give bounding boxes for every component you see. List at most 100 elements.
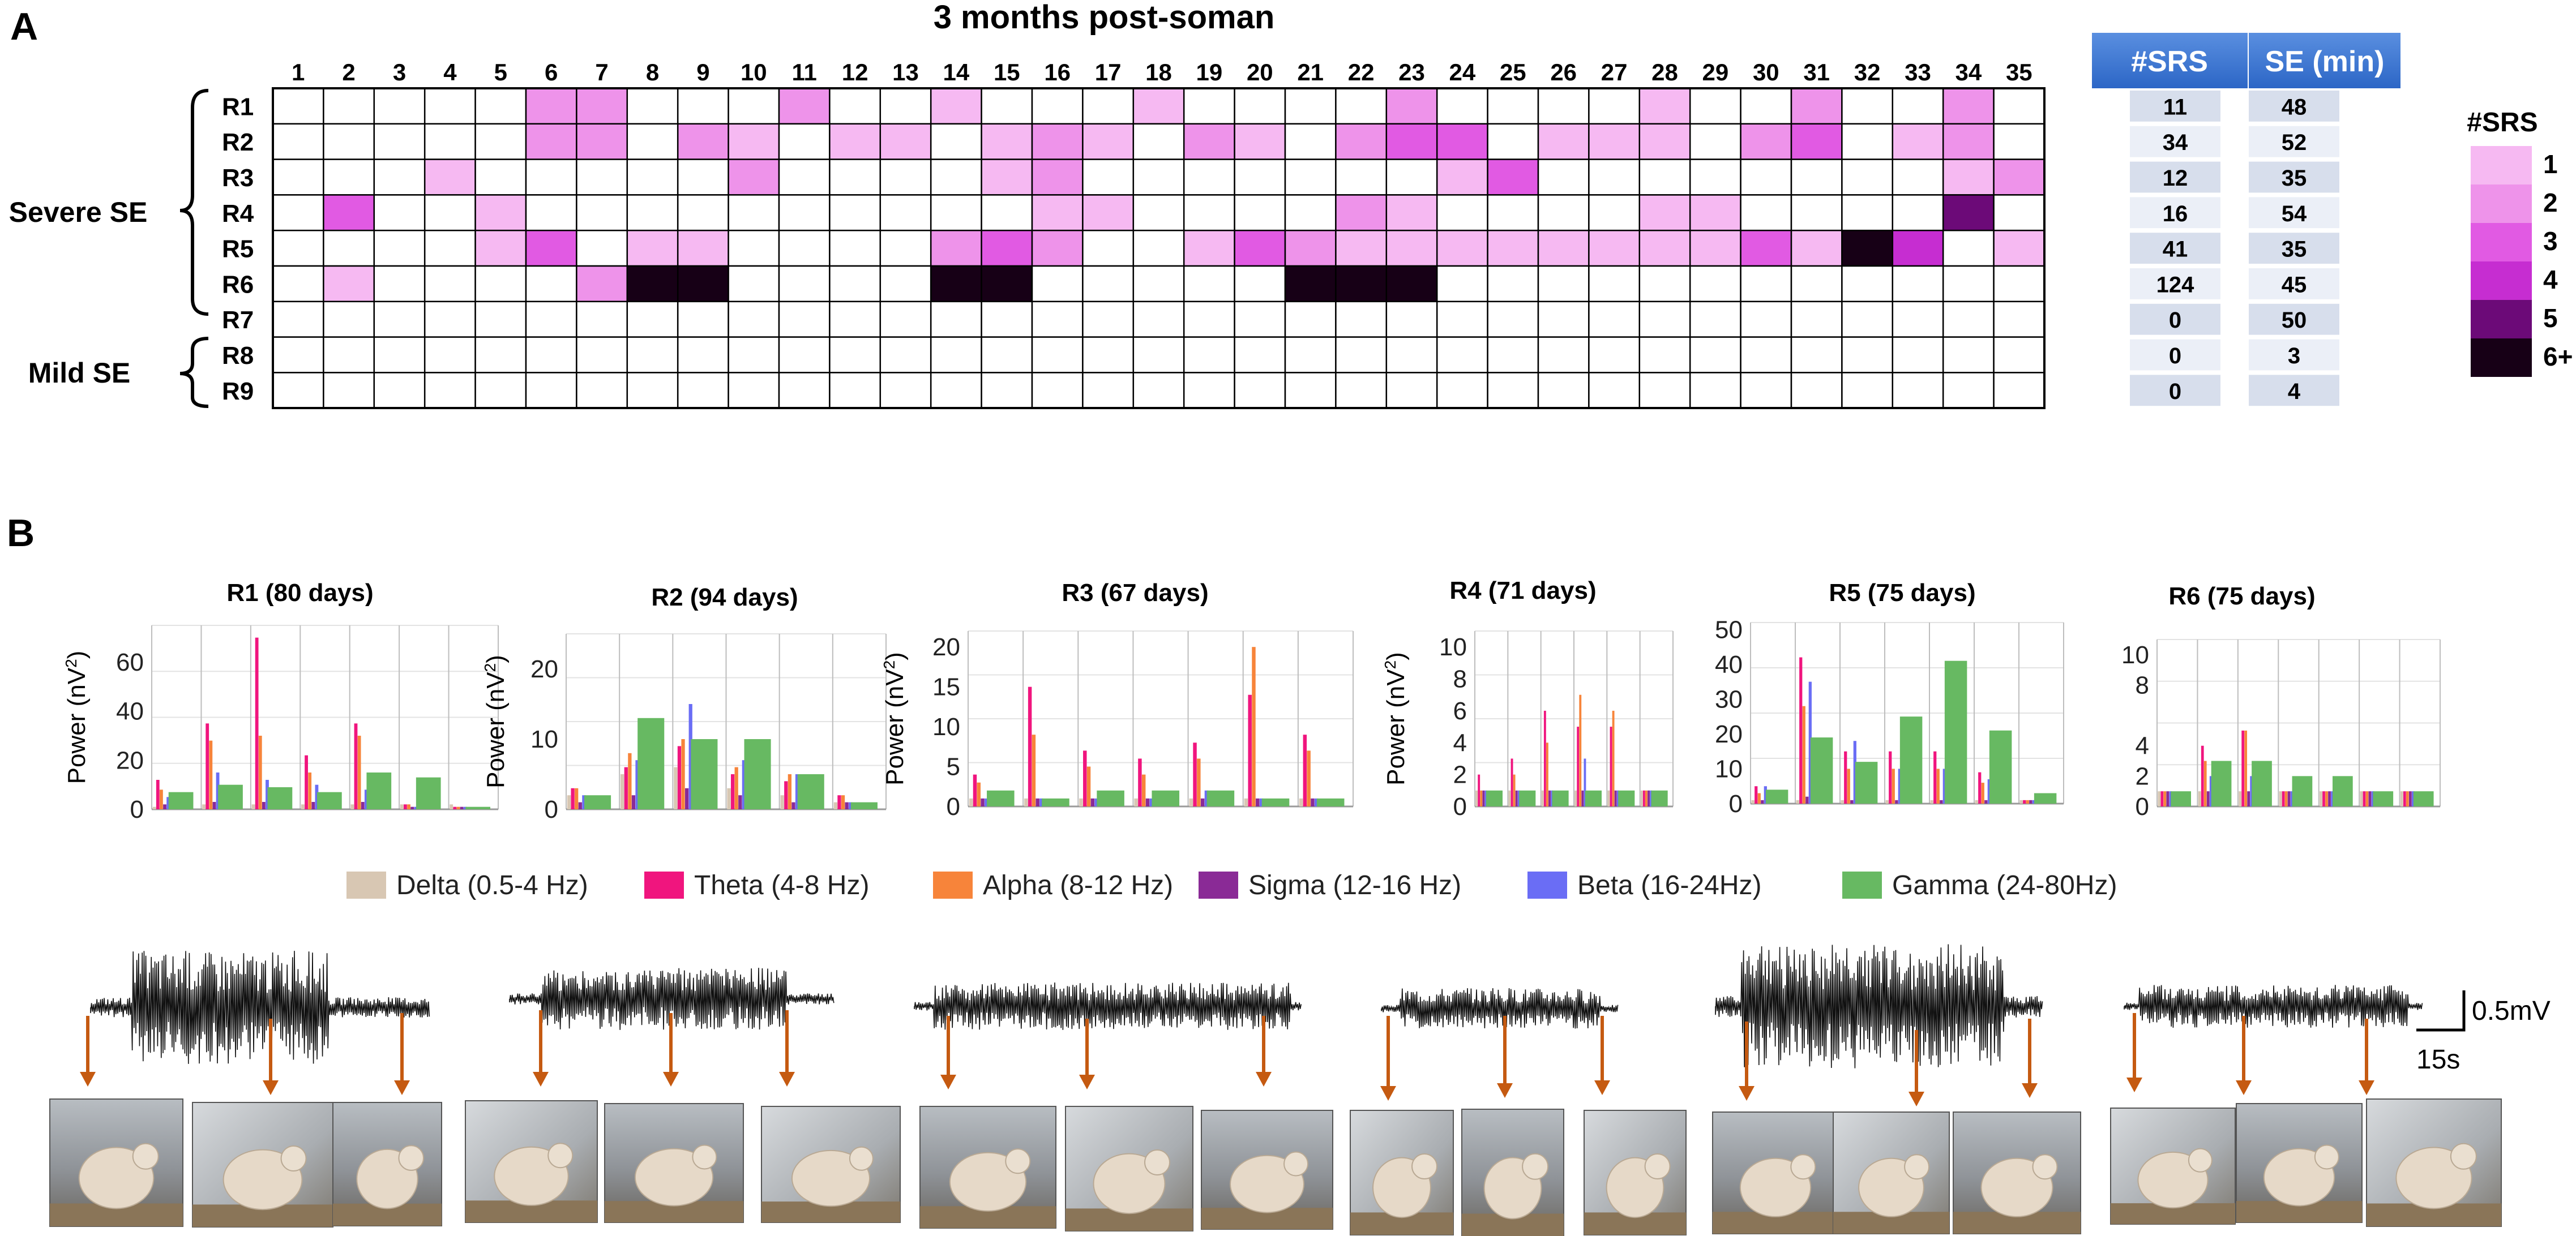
bar-beta-4 [315,784,319,809]
cell-r6-day-2 [323,265,375,303]
cell-r7-day-21 [1284,301,1337,338]
cell-r3-day-17 [1082,158,1135,196]
cell-r4-day-16 [1031,194,1084,231]
rat-head [1644,1153,1671,1179]
cell-r8-day-20 [1234,336,1286,374]
bar-gamma-2 [2211,761,2232,806]
chart-title-6: R6 (75 days) [2168,582,2315,610]
cell-r4-day-4 [423,194,476,231]
cell-r1-day-20 [1234,87,1286,125]
y-axis-label-exponent: 2 [62,659,80,668]
se-cell-r3 [2249,161,2339,193]
bar-alpha-7 [2026,800,2029,804]
y-axis-label-end: ) [482,655,510,663]
arrow-head-11 [1497,1083,1513,1098]
chart-title-5: R5 (75 days) [1829,579,1975,607]
bar-sigma-3 [2247,791,2250,806]
cell-r1-day-7 [576,87,628,125]
cell-r4-day-5 [474,194,527,231]
cell-r4-day-18 [1132,194,1185,231]
y-tick-label: 4 [2136,732,2149,760]
bar-gamma-1 [168,792,194,809]
cell-r8-day-10 [728,336,780,374]
bar-delta-1 [1751,800,1755,804]
srs-cell-r8 [2130,339,2220,371]
cell-r5-day-28 [1638,229,1691,267]
y-tick-label: 30 [1715,685,1743,713]
group-label-severe: Severe SE [9,196,148,228]
bar-delta-3 [1841,800,1844,804]
bar-beta-3 [2250,776,2253,806]
cell-r6-day-29 [1689,265,1741,303]
cell-r1-day-11 [778,87,831,125]
cell-r4-day-29 [1689,194,1741,231]
srs-value-r7: 0 [2169,308,2181,333]
cell-r1-day-18 [1132,87,1185,125]
bar-delta-3 [1079,798,1083,806]
bar-alpha-4 [308,772,312,809]
bar-beta-5 [795,774,799,809]
bar-delta-5 [1607,790,1610,806]
cell-r7-day-15 [981,301,1033,338]
y-tick-label: 8 [2136,671,2149,699]
cell-r6-day-1 [272,265,324,303]
cell-r8-day-28 [1638,336,1691,374]
bar-gamma-2 [1042,798,1069,806]
bar-delta-2 [621,774,624,809]
cell-r2-day-28 [1638,123,1691,160]
cell-r6-day-15 [981,265,1033,303]
bar-sigma-4 [1145,798,1150,806]
bar-alpha-1 [2163,791,2167,806]
bar-sigma-1 [578,802,582,809]
cell-r5-day-16 [1031,229,1084,267]
eeg-trace-2 [509,968,835,1030]
bar-gamma-2 [637,718,665,809]
cell-r2-day-17 [1082,123,1135,160]
row-labels: R1 R2 R3 R4 R5 R6 R7 R8 R9 [222,93,254,405]
legend-swatch-6 [2471,338,2532,377]
scale-voltage: 0.5mV [2472,996,2551,1026]
cell-r4-day-9 [677,194,729,231]
bar-sigma-5 [2328,791,2331,806]
column-label-31: 31 [1803,59,1830,85]
bar-sigma-7 [460,806,464,809]
cell-r6-day-25 [1487,265,1539,303]
column-label-30: 30 [1753,59,1779,85]
se-value-r7: 50 [2282,308,2307,333]
cell-r7-day-14 [930,301,982,338]
mild-se-brace [179,337,209,408]
cell-r1-day-32 [1841,87,1894,125]
cell-r3-day-26 [1537,158,1590,196]
cell-r2-day-5 [474,123,527,160]
cell-r9-day-10 [728,372,780,409]
bar-gamma-3 [1097,790,1124,806]
column-label-15: 15 [994,59,1020,85]
bar-theta-2 [1510,758,1513,806]
cell-r8-day-5 [474,336,527,374]
cell-r8-day-29 [1689,336,1741,374]
behavior-photo-13 [1712,1111,1839,1234]
bar-beta-6 [414,806,418,809]
bar-alpha-3 [2244,730,2248,806]
se-value-r9: 4 [2288,379,2301,404]
bar-gamma-4 [744,739,771,809]
se-value-r6: 45 [2282,272,2307,297]
y-tick-label: 0 [130,796,144,823]
behavior-photo-1 [49,1098,183,1227]
cell-r9-day-23 [1385,372,1438,409]
behavior-photo-16 [2110,1108,2236,1225]
cell-r1-day-33 [1892,87,1944,125]
cell-r3-day-31 [1790,158,1843,196]
cell-r3-day-12 [829,158,882,196]
cell-r7-day-12 [829,301,882,338]
y-tick-label: 8 [1453,666,1467,693]
cell-r1-day-28 [1638,87,1691,125]
bar-beta-5 [364,789,368,809]
cell-r5-day-32 [1841,229,1894,267]
cell-r6-day-24 [1436,265,1488,303]
bar-beta-3 [1094,798,1098,806]
y-tick-label: 0 [2136,793,2149,821]
bar-gamma-6 [1989,730,2012,804]
cell-r9-day-2 [323,372,375,409]
